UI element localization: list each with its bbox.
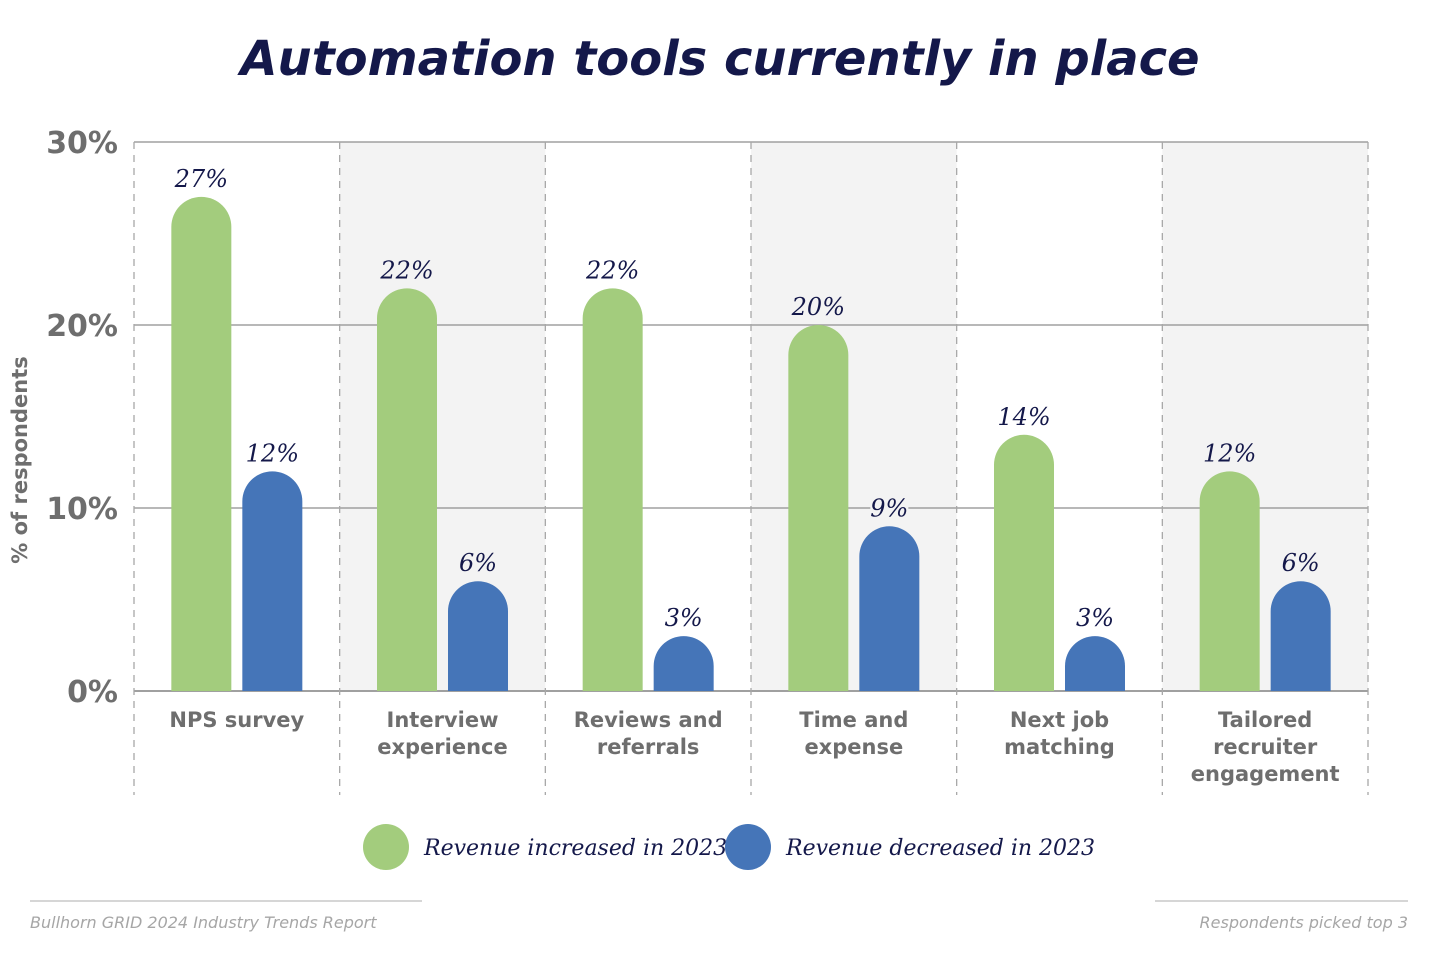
y-axis-label: % of respondents — [8, 356, 32, 564]
data-label: 3% — [1076, 604, 1114, 632]
bar-revenue-increased — [994, 434, 1054, 691]
bar-revenue-increased — [171, 196, 232, 691]
bar-revenue-increased — [377, 288, 437, 691]
bars — [171, 196, 1331, 691]
y-tick-label: 30% — [46, 126, 118, 161]
category-label: NPS survey — [169, 708, 304, 732]
data-label: 3% — [665, 604, 703, 632]
data-label: 27% — [174, 165, 228, 193]
bar-revenue-decreased — [859, 526, 920, 691]
category-label: Next job matching — [1004, 708, 1115, 759]
y-tick-label: 0% — [67, 675, 118, 710]
data-label: 20% — [791, 293, 845, 321]
bar-revenue-increased — [1199, 471, 1260, 691]
category-band — [339, 142, 546, 691]
data-label: 12% — [1203, 439, 1256, 467]
category-label: Tailored recruiter engagement — [1191, 708, 1340, 786]
data-label: 6% — [459, 549, 497, 577]
bar-revenue-increased — [788, 325, 849, 691]
category-labels: NPS survey Interview experience Reviews and… — [169, 708, 1339, 786]
data-labels: 27% 12% 22% 6% 22% 3% 20% 9% 14% 3% 12% 6% — [174, 165, 1320, 632]
category-dividers — [133, 142, 1369, 795]
chart-title: Automation tools currently in place — [236, 31, 1199, 87]
category-label: Time and expense — [799, 708, 908, 759]
y-tick-label: 20% — [46, 309, 118, 344]
data-label-bg — [870, 494, 909, 523]
bar-revenue-decreased — [653, 636, 714, 691]
category-label: Reviews and referrals — [574, 708, 723, 759]
legend-swatch — [363, 824, 409, 870]
data-label: 14% — [997, 403, 1050, 431]
bar-revenue-decreased — [242, 471, 303, 691]
legend-label: Revenue decreased in 2023 — [785, 836, 1095, 861]
bar-revenue-decreased — [1065, 636, 1125, 691]
category-band — [751, 142, 957, 691]
category-label: Interview experience — [377, 708, 508, 759]
footer-note: Respondents picked top 3 — [1200, 913, 1408, 932]
legend: Revenue increased in 2023 Revenue decreas… — [363, 824, 1095, 870]
legend-swatch — [725, 824, 771, 870]
category-bands — [339, 142, 1368, 691]
category-band — [1162, 142, 1368, 691]
bar-revenue-increased — [582, 288, 643, 691]
data-label: 6% — [1282, 549, 1320, 577]
data-label: 9% — [870, 494, 908, 522]
data-label: 22% — [585, 256, 639, 284]
footer-source: Bullhorn GRID 2024 Industry Trends Repor… — [30, 913, 377, 932]
bar-revenue-decreased — [448, 581, 508, 691]
data-label: 22% — [379, 256, 433, 284]
y-tick-label: 10% — [46, 492, 118, 527]
y-tick-labels: 0% 10% 20% 30% — [46, 126, 118, 710]
bar-revenue-decreased — [1270, 581, 1331, 691]
legend-label: Revenue increased in 2023 — [423, 836, 727, 861]
data-label: 12% — [246, 439, 299, 467]
